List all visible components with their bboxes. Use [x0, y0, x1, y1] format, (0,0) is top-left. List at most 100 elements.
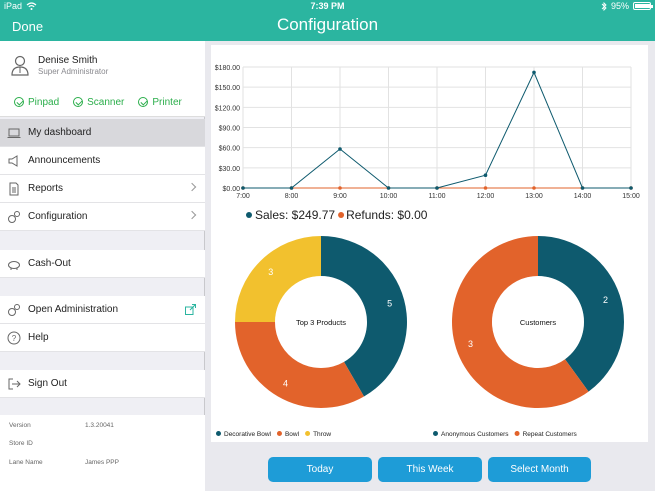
- dashboard-charts: $0.00 $30.00 $60.00 $90.00 $120.00 $150.00 $18…: [215, 65, 640, 438]
- document-icon: [9, 182, 19, 195]
- slice-value-label: 5: [387, 299, 392, 309]
- sidebar-item-signout[interactable]: Sign Out: [0, 370, 205, 398]
- legend-label: Throw: [313, 431, 331, 438]
- sidebar-item-label: Help: [28, 332, 49, 343]
- refunds-legend-dot: [338, 212, 345, 218]
- this-week-button[interactable]: This Week: [378, 457, 482, 482]
- signout-menu: Sign Out: [0, 370, 205, 398]
- sidebar-item-announcements[interactable]: Announcements: [0, 147, 205, 175]
- gears-icon: [8, 303, 20, 316]
- data-point-sales: [580, 186, 585, 190]
- cashout-menu: Cash-Out: [0, 250, 205, 278]
- version-value: 1.3.20041: [85, 422, 114, 429]
- slice-value-label: 2: [603, 295, 608, 305]
- slice-value-label: 4: [283, 378, 288, 388]
- sidebar-item-label: Open Administration: [28, 304, 119, 315]
- sidebar-item-help[interactable]: ? Help: [0, 324, 205, 352]
- x-tick-label: 11:00: [429, 193, 446, 200]
- lane-name-value: James PPP: [85, 459, 119, 466]
- page-title: Configuration: [276, 15, 379, 34]
- donut-title: Customers: [520, 318, 557, 327]
- sidebar-item-open-admin[interactable]: Open Administration: [0, 296, 205, 324]
- battery-icon: [633, 2, 653, 10]
- sidebar-item-cashout[interactable]: Cash-Out: [0, 250, 205, 278]
- sidebar-item-label: Configuration: [28, 211, 88, 222]
- donut-title: Top 3 Products: [296, 318, 346, 327]
- x-tick-label: 15:00: [622, 193, 640, 200]
- date-range-buttons: Today This Week Select Month: [268, 457, 591, 482]
- today-button[interactable]: Today: [268, 457, 372, 482]
- device-status-row: Pinpad Scanner Printer: [0, 88, 205, 117]
- user-role: Super Administrator: [38, 67, 109, 76]
- version-label: Version: [9, 422, 31, 429]
- sidebar-item-dashboard[interactable]: My dashboard: [0, 119, 205, 147]
- admin-menu: Open Administration ? Help: [0, 296, 205, 352]
- x-tick-label: 14:00: [574, 193, 592, 200]
- slice-value-label: 3: [268, 267, 273, 277]
- customers-donut: 2 3 Customers: [452, 236, 624, 408]
- external-link-icon: [185, 304, 196, 315]
- sidebar-item-label: Sign Out: [28, 378, 67, 389]
- top-products-donut: 5 4 3 Top 3 Products: [235, 236, 407, 408]
- chevron-right-icon: [187, 182, 197, 192]
- laptop-icon: [7, 128, 21, 138]
- dashboard-panel: $0.00 $30.00 $60.00 $90.00 $120.00 $150.00 $18…: [211, 45, 648, 442]
- device-label: iPad: [4, 1, 23, 11]
- check-circle-icon: [138, 97, 149, 107]
- sidebar-item-reports[interactable]: Reports: [0, 175, 205, 203]
- y-tick-label: $150.00: [215, 85, 240, 92]
- legend-dot: [514, 431, 520, 436]
- donut-slice: [538, 236, 624, 392]
- top-products-legend: Decorative Bowl Bowl Throw: [216, 431, 331, 438]
- customers-legend: Anonymous Customers Repeat Customers: [433, 431, 578, 438]
- chevron-right-icon: [187, 210, 197, 220]
- y-tick-label: $0.00: [222, 186, 240, 193]
- check-circle-icon: [73, 97, 84, 107]
- battery-percent: 95%: [610, 1, 629, 11]
- y-tick-label: $60.00: [219, 146, 241, 153]
- legend-label: Repeat Customers: [523, 431, 578, 438]
- sales-line-chart: $0.00 $30.00 $60.00 $90.00 $120.00 $150.00 $18…: [215, 65, 640, 200]
- x-tick-label: 12:00: [477, 193, 495, 200]
- lane-name-label: Lane Name: [9, 459, 43, 466]
- x-tick-label: 9:00: [333, 193, 347, 200]
- store-id-label: Store ID: [9, 440, 33, 447]
- user-name: Denise Smith: [38, 55, 98, 66]
- data-point-sales: [629, 186, 633, 190]
- donut-slice: [235, 236, 321, 322]
- legend-label: Decorative Bowl: [224, 431, 272, 438]
- sales-legend-dot: [246, 212, 252, 218]
- sidebar-item-configuration[interactable]: Configuration: [0, 203, 205, 231]
- megaphone-icon: [8, 154, 18, 167]
- wifi-icon: [26, 2, 37, 10]
- data-point-refunds: [338, 186, 342, 190]
- top-bar: iPad 7:39 PM 95% Done Configuration: [0, 0, 655, 41]
- y-tick-label: $30.00: [219, 166, 241, 173]
- device-printer: Printer: [138, 97, 182, 108]
- y-tick-label: $90.00: [219, 126, 241, 133]
- donut-slice: [321, 236, 407, 397]
- device-label: Scanner: [87, 96, 125, 108]
- help-icon: ?: [7, 331, 21, 344]
- sidebar-item-label: My dashboard: [28, 127, 92, 138]
- bluetooth-icon: [601, 1, 607, 11]
- sidebar-item-label: Reports: [28, 183, 64, 194]
- sign-out-icon: [8, 378, 21, 389]
- device-pinpad: Pinpad: [14, 97, 59, 108]
- data-point-sales: [241, 186, 245, 190]
- y-tick-label: $180.00: [215, 65, 240, 72]
- device-label: Pinpad: [28, 96, 60, 108]
- select-month-button[interactable]: Select Month: [488, 457, 591, 482]
- donut-slice: [235, 322, 364, 408]
- donut-slice: [452, 236, 589, 408]
- gears-icon: [8, 210, 20, 223]
- legend-label: Bowl: [285, 431, 300, 438]
- app-info: Version 1.3.20041 Store ID Lane Name Jam…: [0, 415, 205, 491]
- slice-value-label: 3: [468, 339, 473, 349]
- check-circle-icon: [14, 97, 24, 107]
- status-time: 7:39 PM: [310, 1, 345, 11]
- sidebar-item-label: Announcements: [28, 155, 101, 166]
- status-bar: iPad 7:39 PM 95%: [0, 0, 655, 12]
- sidebar-item-label: Cash-Out: [28, 258, 71, 269]
- done-button[interactable]: Done: [12, 19, 44, 34]
